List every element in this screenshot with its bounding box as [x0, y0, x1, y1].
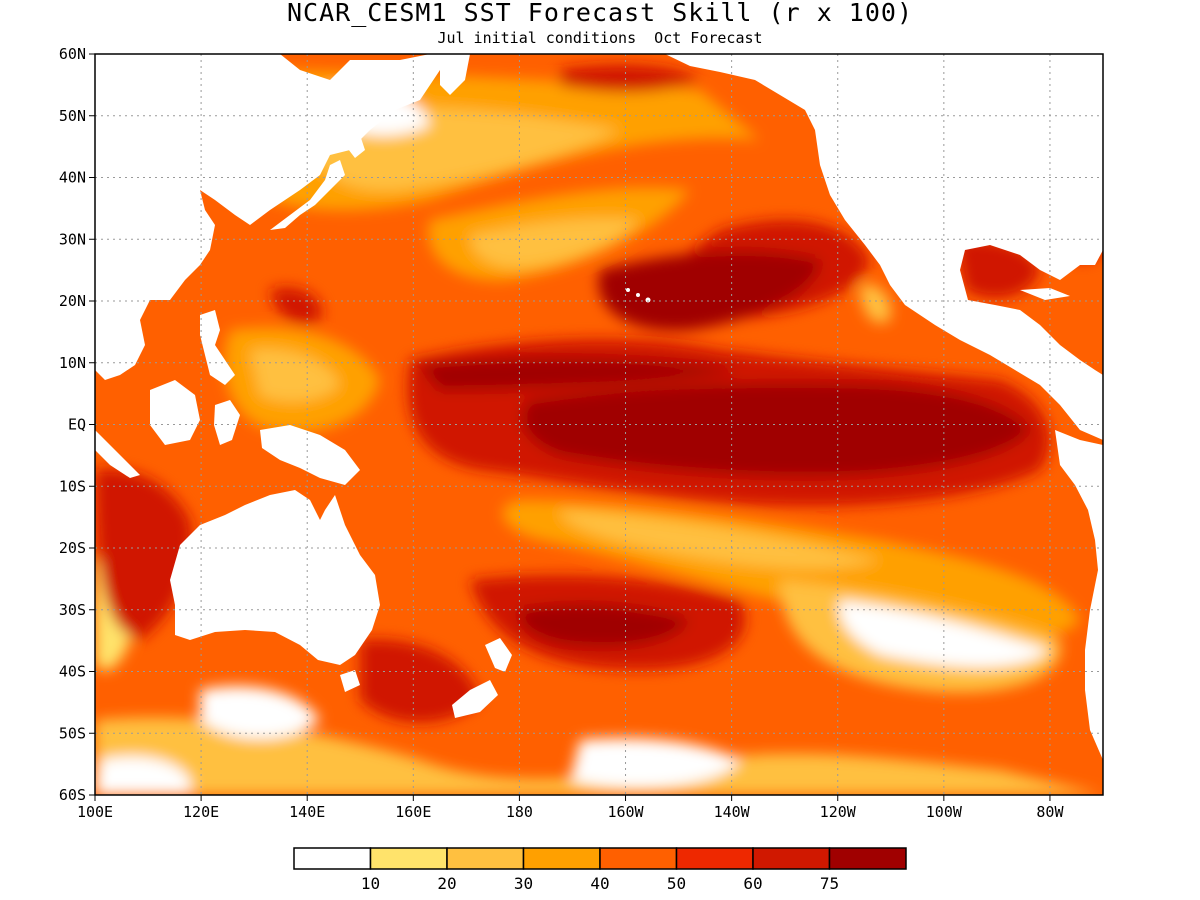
- colorbar-swatch: [599, 847, 678, 870]
- lon-tick-label: 100E: [77, 803, 113, 821]
- colorbar-swatch: [293, 847, 372, 870]
- lon-tick-label: 100W: [926, 803, 963, 821]
- land-new-zealand: [485, 638, 512, 672]
- colorbar-label: 10: [361, 874, 380, 893]
- land-asia: [95, 54, 445, 380]
- lat-tick-label: 50N: [59, 107, 86, 125]
- land-philippines: [200, 310, 235, 385]
- land-north-america: [665, 54, 1103, 440]
- lon-tick-label: 160W: [607, 803, 644, 821]
- lon-tick-label: 180: [506, 803, 533, 821]
- colorbar-swatch: [522, 847, 601, 870]
- lat-tick-label: 10S: [59, 477, 86, 495]
- colorbar-label: 30: [514, 874, 533, 893]
- lat-tick-label: 40S: [59, 663, 86, 681]
- lon-tick-label: 120W: [820, 803, 857, 821]
- colorbar-swatch: [369, 847, 448, 870]
- colorbar-swatch: [446, 847, 525, 870]
- colorbar-label: 40: [590, 874, 609, 893]
- lat-tick-label: 50S: [59, 724, 86, 742]
- lon-tick-label: 120E: [183, 803, 219, 821]
- lon-tick-label: 160E: [395, 803, 431, 821]
- colorbar-label: 20: [437, 874, 456, 893]
- lat-tick-label: 30N: [59, 230, 86, 248]
- map-title: NCAR_CESM1 SST Forecast Skill (r x 100): [287, 0, 913, 27]
- lon-tick-label: 80W: [1036, 803, 1064, 821]
- colorbar-swatch: [752, 847, 831, 870]
- colorbar-label: 60: [743, 874, 762, 893]
- colorbar-swatch: [828, 847, 907, 870]
- lat-tick-label: 60S: [59, 786, 86, 804]
- lat-tick-label: 20S: [59, 539, 86, 557]
- lat-tick-label: 60N: [59, 45, 86, 63]
- land-masses: [95, 54, 1103, 760]
- colorbar-label: 75: [820, 874, 839, 893]
- colorbar-swatch: [675, 847, 754, 870]
- map-subtitle: Jul initial conditions Oct Forecast: [437, 29, 762, 47]
- colorbar: 10 20 30 40 50 60 75: [293, 847, 907, 893]
- land-new-guinea: [260, 425, 360, 485]
- land-south-america: [1055, 430, 1103, 760]
- lat-tick-label: 40N: [59, 169, 86, 187]
- lat-tick-label: 10N: [59, 354, 86, 372]
- lon-tick-label: 140W: [714, 803, 751, 821]
- land-japan: [270, 160, 345, 230]
- lat-tick-label: 20N: [59, 292, 86, 310]
- colorbar-label: 50: [667, 874, 686, 893]
- land-australia: [170, 490, 380, 665]
- map-gridlines: [95, 54, 1103, 795]
- lat-tick-label: EQ: [68, 416, 86, 434]
- lon-tick-label: 140E: [289, 803, 325, 821]
- lat-tick-label: 30S: [59, 601, 86, 619]
